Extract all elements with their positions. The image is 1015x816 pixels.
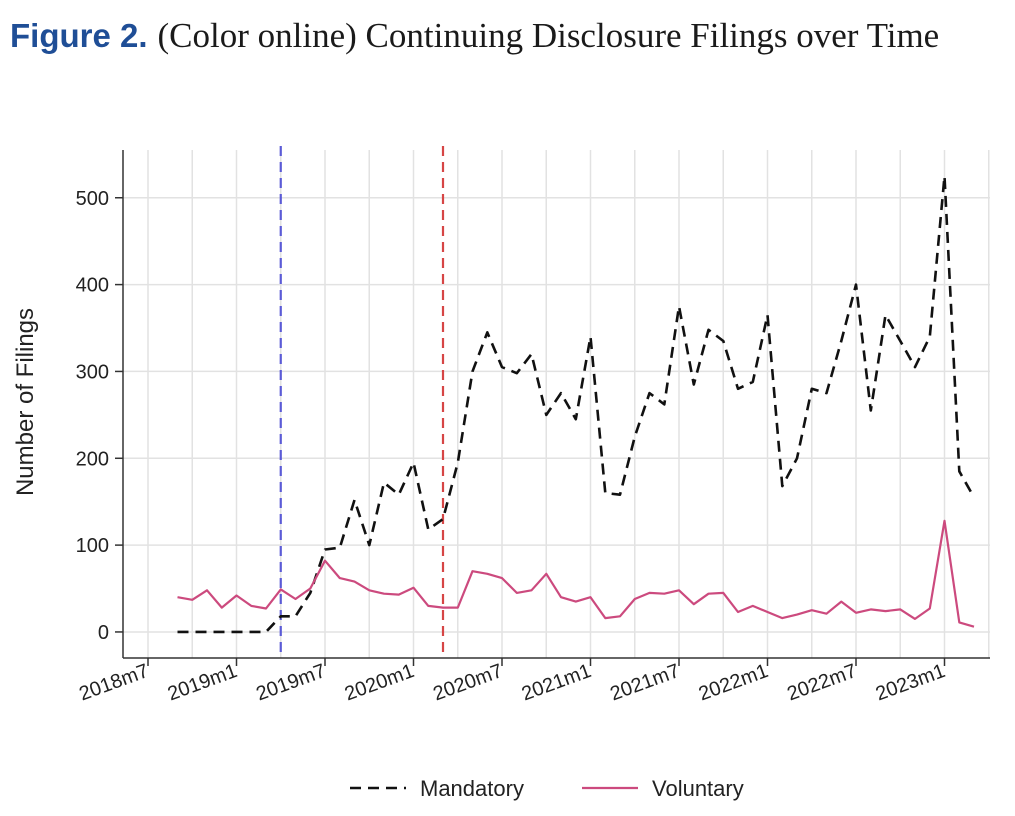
axes [122,150,990,659]
legend: Mandatory Voluntary [350,776,744,801]
y-tick-label: 300 [76,361,109,383]
y-axis-title: Number of Filings [12,308,39,496]
x-tick-label: 2020m7 [430,660,505,705]
figure-label: Figure 2. [10,17,148,54]
x-tick-label: 2022m1 [696,660,771,705]
x-tick-label: 2023m1 [873,660,948,705]
x-tick-label: 2021m1 [519,660,594,705]
legend-label-mandatory: Mandatory [420,776,524,801]
series-voluntary-line [177,519,975,628]
y-tick-label: 100 [76,535,109,557]
y-tick-label: 0 [98,622,109,644]
x-axis-ticks: 2018m7 2019m1 2019m7 2020m1 2020m7 2021m1 2021… [76,658,948,705]
x-tick-label: 2022m7 [784,660,859,705]
y-tick-label: 200 [76,448,109,470]
y-axis-ticks: 0 100 200 300 400 500 [76,188,123,644]
x-tick-label: 2021m7 [607,660,682,705]
x-tick-label: 2020m1 [342,660,417,705]
x-tick-label: 2019m7 [253,660,328,705]
legend-label-voluntary: Voluntary [652,776,744,801]
series-lines [177,174,976,634]
figure-caption-text: (Color online) Continuing Disclosure Fil… [157,16,940,55]
reference-lines [279,146,445,658]
series-mandatory-line [177,174,976,634]
y-tick-label: 400 [76,275,109,297]
x-tick-label: 2019m1 [165,660,240,705]
grid [123,150,990,658]
y-tick-label: 500 [76,188,109,210]
figure-caption: Figure 2. (Color online) Continuing Discl… [10,14,1000,58]
x-tick-label: 2018m7 [76,660,151,705]
